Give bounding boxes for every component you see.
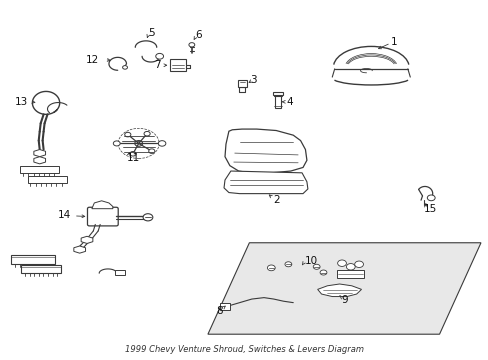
Circle shape — [144, 131, 150, 136]
Polygon shape — [224, 171, 307, 194]
Bar — [272, 92, 282, 95]
Circle shape — [135, 140, 142, 146]
Text: 1999 Chevy Venture Shroud, Switches & Levers Diagram: 1999 Chevy Venture Shroud, Switches & Le… — [125, 345, 363, 354]
Bar — [220, 303, 229, 310]
Text: 12: 12 — [86, 54, 99, 64]
Text: 10: 10 — [304, 256, 317, 266]
Polygon shape — [207, 243, 480, 334]
Circle shape — [122, 66, 127, 69]
Text: 1: 1 — [390, 37, 397, 47]
FancyBboxPatch shape — [87, 207, 118, 226]
Text: 2: 2 — [272, 195, 279, 205]
Circle shape — [346, 264, 354, 270]
Circle shape — [130, 152, 136, 156]
Polygon shape — [34, 157, 45, 164]
Circle shape — [285, 262, 291, 267]
Text: 5: 5 — [148, 28, 155, 38]
Text: 9: 9 — [340, 295, 347, 305]
Text: 13: 13 — [14, 97, 27, 107]
Text: 3: 3 — [250, 75, 257, 85]
Circle shape — [337, 260, 346, 266]
Circle shape — [427, 195, 434, 201]
Bar — [274, 94, 280, 108]
Circle shape — [156, 53, 163, 59]
Text: 11: 11 — [126, 153, 140, 163]
Text: 14: 14 — [58, 210, 71, 220]
Polygon shape — [317, 284, 361, 297]
Bar — [237, 80, 247, 87]
Text: 7: 7 — [154, 60, 161, 70]
Circle shape — [188, 42, 194, 47]
Circle shape — [143, 214, 153, 221]
Circle shape — [267, 265, 275, 271]
Polygon shape — [74, 246, 85, 253]
Circle shape — [158, 141, 165, 146]
Bar — [11, 255, 55, 264]
Bar — [21, 265, 61, 273]
Bar — [336, 270, 363, 278]
Circle shape — [313, 264, 320, 269]
Polygon shape — [34, 149, 45, 157]
Polygon shape — [224, 129, 306, 173]
Circle shape — [320, 270, 326, 275]
Circle shape — [113, 141, 120, 146]
Text: 15: 15 — [423, 204, 436, 215]
Circle shape — [148, 149, 155, 153]
Circle shape — [124, 132, 131, 137]
Text: 4: 4 — [285, 97, 292, 107]
Bar — [115, 270, 124, 275]
Polygon shape — [92, 201, 113, 209]
Text: 8: 8 — [216, 306, 223, 315]
Bar — [170, 59, 185, 71]
Circle shape — [354, 261, 363, 267]
Polygon shape — [81, 236, 93, 243]
Bar — [27, 176, 66, 183]
Text: 6: 6 — [195, 30, 202, 40]
Bar — [20, 166, 59, 173]
